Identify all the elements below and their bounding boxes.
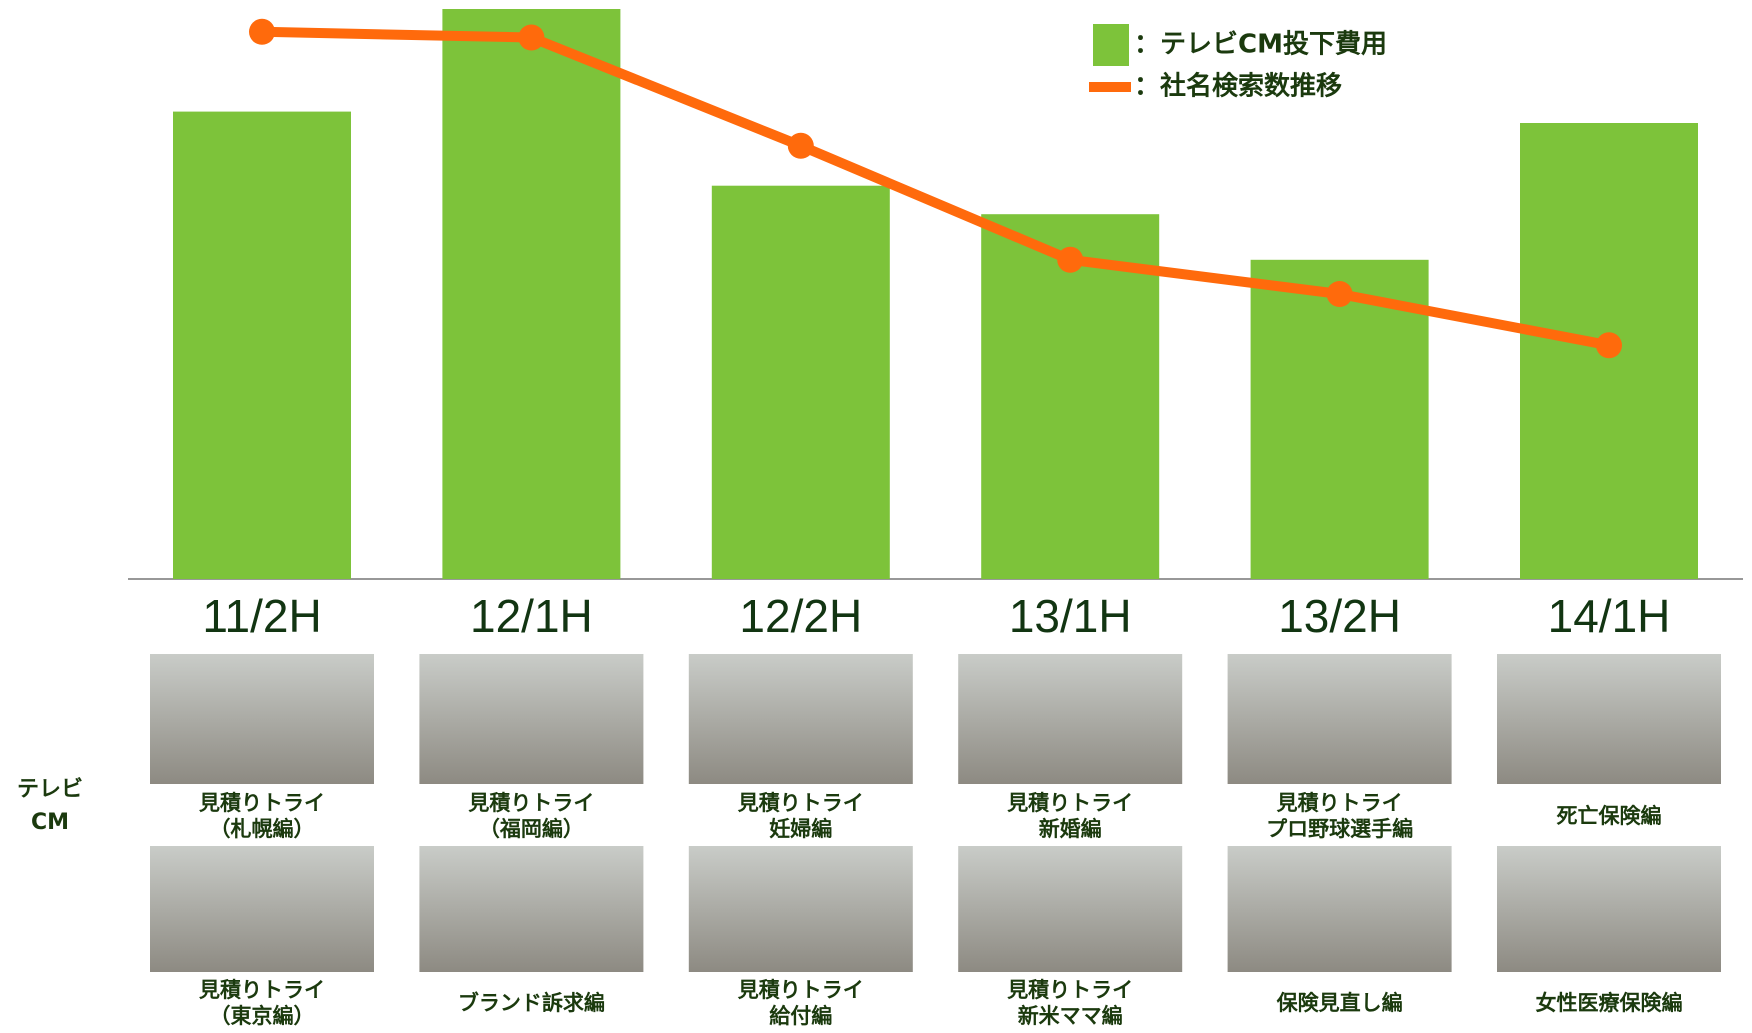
caption: （福岡編）: [479, 817, 584, 841]
line-point: [249, 19, 275, 45]
caption: 見積りトライ: [1277, 791, 1403, 815]
thumbnail: [1497, 846, 1721, 972]
thumbnail: [958, 654, 1182, 784]
line-point: [788, 133, 814, 159]
legend-label: ：社名検索数推移: [1134, 71, 1342, 102]
line-point: [1057, 247, 1083, 273]
thumbnail: [689, 654, 913, 784]
bar: [442, 9, 620, 579]
thumbnail: [1228, 654, 1452, 784]
thumbnail: [419, 846, 643, 972]
side-label: テレビ: [17, 777, 83, 802]
thumbnail: [689, 846, 913, 972]
line-point: [1596, 332, 1622, 358]
caption: プロ野球選手編: [1266, 817, 1413, 841]
thumbnail: [1228, 846, 1452, 972]
line-point: [518, 25, 544, 51]
legend-swatch: [1093, 24, 1129, 66]
caption: 見積りトライ: [1007, 791, 1133, 815]
caption: 妊婦編: [769, 817, 832, 841]
line-point: [1327, 281, 1353, 307]
x-tick-label: 12/2H: [739, 590, 862, 642]
caption: 見積りトライ: [199, 791, 325, 815]
x-tick-label: 12/1H: [470, 590, 593, 642]
thumbnail: [150, 846, 374, 972]
thumbnail: [958, 846, 1182, 972]
caption: （東京編）: [210, 1004, 315, 1028]
caption: （札幌編）: [210, 817, 315, 841]
bar: [712, 186, 890, 579]
caption: 見積りトライ: [738, 791, 864, 815]
caption: 見積りトライ: [738, 978, 864, 1002]
caption: 給付編: [769, 1004, 832, 1028]
caption: ブランド訴求編: [458, 991, 605, 1015]
x-tick-label: 11/2H: [202, 590, 321, 642]
x-tick-label: 13/1H: [1009, 590, 1132, 642]
caption: 女性医療保険編: [1536, 991, 1683, 1015]
caption: 新婚編: [1039, 817, 1102, 841]
bar: [173, 112, 351, 579]
thumbnail: [1497, 654, 1721, 784]
caption: 死亡保険編: [1557, 804, 1662, 828]
caption: 見積りトライ: [199, 978, 325, 1002]
thumbnail: [150, 654, 374, 784]
side-label: CM: [31, 810, 69, 835]
caption: 保険見直し編: [1276, 991, 1403, 1015]
x-tick-label: 13/2H: [1278, 590, 1401, 642]
x-tick-label: 14/1H: [1548, 590, 1671, 642]
thumbnail: [419, 654, 643, 784]
legend-label: ：テレビCM投下費用: [1134, 30, 1387, 60]
caption: 見積りトライ: [1007, 978, 1133, 1002]
caption: 見積りトライ: [468, 791, 594, 815]
chart: テレビ CM ：テレビCM投下費用：社名検索数推移11/2H見積りトライ（札幌編…: [0, 0, 1752, 1033]
caption: 新米ママ編: [1018, 1004, 1123, 1028]
